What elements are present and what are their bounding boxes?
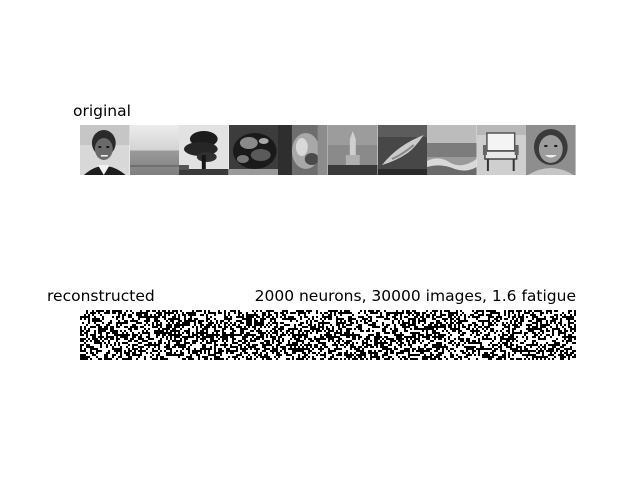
reconstructed-title: reconstructed (47, 287, 155, 305)
reconstructed-image-strip (80, 310, 576, 360)
reconstructed-noise-image (80, 310, 576, 360)
thumbnail-dolphin (377, 125, 428, 175)
original-image-strip (80, 125, 576, 175)
training-stats-label: 2000 neurons, 30000 images, 1.6 fatigue (254, 287, 576, 305)
thumbnail-tower (327, 125, 378, 175)
thumbnail-sea-horizon (129, 125, 180, 175)
thumbnail-woman (526, 125, 576, 175)
thumbnail-animal (278, 125, 328, 175)
thumbnail-chair (476, 125, 527, 175)
thumbnail-tree (179, 125, 229, 175)
original-title: original (73, 102, 131, 120)
thumbnail-ocean (427, 125, 477, 175)
thumbnail-dark-object (228, 125, 279, 175)
thumbnail-portrait-man (80, 125, 130, 175)
